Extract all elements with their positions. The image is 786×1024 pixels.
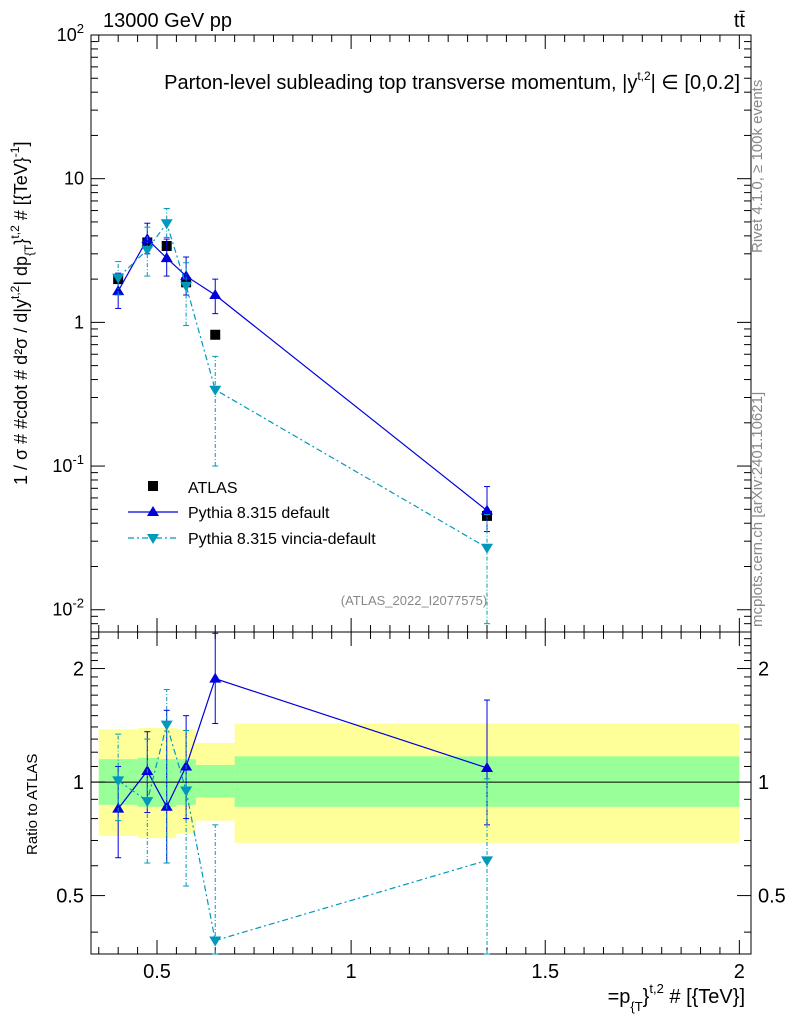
legend-label-vincia: Pythia 8.315 vincia-default: [188, 531, 376, 548]
header-left: 13000 GeV pp: [103, 10, 232, 32]
ratio-y-tick-label-right: 1: [758, 772, 769, 794]
legend-label-atlas: ATLAS: [188, 480, 238, 497]
x-tick-label: 0.5: [143, 961, 171, 983]
ratio-y-tick-label: 1: [73, 772, 84, 794]
legend-label-default: Pythia 8.315 default: [188, 505, 330, 522]
data-point: [180, 786, 193, 797]
y-tick-label: 10-2: [52, 596, 84, 620]
data-point: [209, 385, 222, 396]
analysis-watermark: (ATLAS_2022_I2077575): [341, 593, 487, 608]
ratio-y-tick-label-right: 0.5: [758, 886, 786, 908]
header-right: tt̄: [734, 10, 746, 32]
y-axis-label: 1 / σ # #cdot # d²σ / d|yt,2| dp{T}t,2 #…: [8, 142, 36, 486]
series-line: [117, 221, 488, 549]
data-point: [160, 720, 173, 731]
data-point: [209, 936, 222, 947]
mcplots-label: mcplots.cern.ch [arXiv:2401.10621]: [749, 392, 766, 627]
plot-title: Parton-level subleading top transverse m…: [164, 69, 740, 94]
ratio-band-green: [195, 764, 235, 798]
data-point: [141, 797, 154, 808]
y-tick-label: 1: [74, 312, 84, 332]
data-point: [481, 761, 493, 772]
x-tick-label: 1.5: [531, 961, 559, 983]
rivet-label: Rivet 4.1.0, ≥ 100k events: [749, 80, 766, 253]
data-point: [481, 856, 493, 867]
data-point: [209, 672, 222, 683]
ratio-y-tick-label-right: 2: [758, 659, 769, 681]
series-line: [117, 677, 488, 810]
data-point: [481, 543, 493, 554]
legend-marker-vincia: [147, 534, 159, 544]
ratio-y-tick-label: 2: [73, 659, 84, 681]
atlas-point: [210, 329, 221, 340]
data-point: [180, 281, 193, 292]
data-point: [112, 776, 125, 787]
data-point: [112, 285, 125, 296]
x-tick-label: 2: [734, 961, 745, 983]
legend-marker-atlas: [148, 481, 158, 491]
data-point: [481, 504, 493, 515]
data-point: [112, 273, 125, 284]
data-point: [141, 245, 154, 256]
legend: ATLAS Pythia 8.315 default Pythia 8.315 …: [128, 480, 376, 548]
data-point: [160, 252, 173, 263]
data-point: [209, 289, 222, 300]
ratio-plot-marks: 0.5 0.5 1 1 2 2 0.5 1 1.5 2: [56, 631, 786, 983]
legend-marker-default: [147, 506, 159, 516]
y-tick-label: 10-1: [52, 452, 84, 476]
ratio-y-axis-label: Ratio to ATLAS: [24, 754, 41, 855]
y-tick-label: 102: [57, 21, 84, 45]
data-point: [160, 219, 173, 230]
x-tick-label: 1: [346, 961, 357, 983]
main-plot-marks: 10-2 10-1 1 10 102: [52, 21, 751, 633]
series-line: [117, 238, 488, 512]
y-tick-label: 10: [64, 169, 84, 189]
ratio-plot-frame: [90, 631, 752, 955]
x-axis-label: =p{T}t,2 # [{TeV}]: [608, 981, 745, 1014]
ratio-y-tick-label: 0.5: [56, 886, 84, 908]
